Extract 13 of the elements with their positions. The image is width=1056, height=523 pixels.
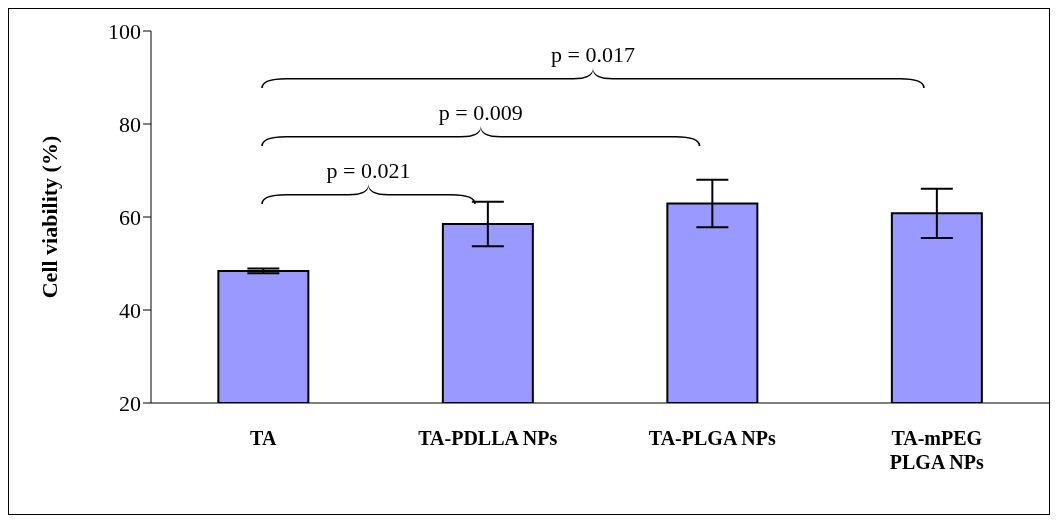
y-tick-label: 100 <box>108 18 141 44</box>
x-tick-label: TA-PLGA NPs <box>648 427 776 449</box>
x-tick-label: TA-mPEG PLGA NPs <box>889 427 984 473</box>
y-tick-label: 60 <box>119 204 141 230</box>
x-tick-label: TA <box>250 427 277 449</box>
annotation: p = 0.021 <box>326 158 411 183</box>
y-tick-label: 40 <box>119 297 141 323</box>
annotation: p = 0.017 <box>551 42 635 67</box>
y-tick-label: 20 <box>119 390 141 416</box>
annotation: p = 0.009 <box>438 100 523 125</box>
x-tick-label: TA-PDLLA NPs <box>418 427 558 449</box>
y-tick-label: 80 <box>119 111 141 137</box>
y-axis-title: Cell viability (%) <box>36 135 62 299</box>
